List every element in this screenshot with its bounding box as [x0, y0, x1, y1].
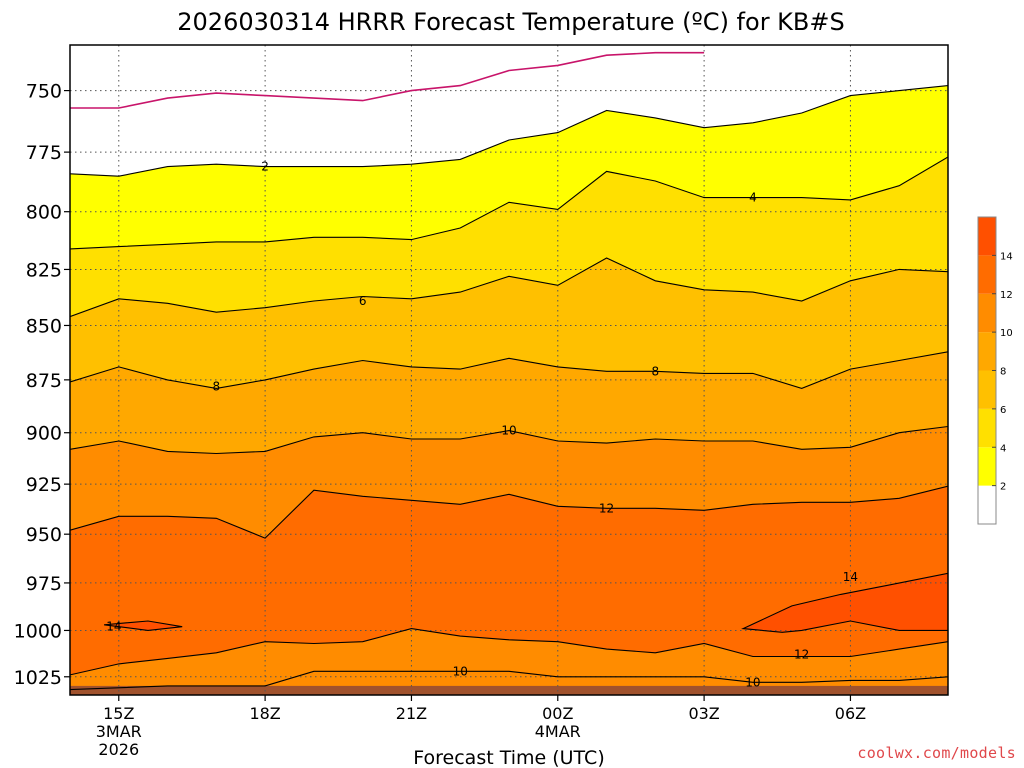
- y-tick-label-1000: 1000: [14, 620, 62, 642]
- isotherm-4-2: [70, 156, 948, 250]
- x-tick-label-00Z: 00Z: [542, 704, 573, 723]
- isotherm-6-3: [70, 257, 948, 318]
- y-tick-label-925: 925: [26, 474, 62, 496]
- contour-label-11: 10: [745, 675, 760, 689]
- contour-label-1: 4: [749, 191, 757, 205]
- color-legend: 2 4 6 8 10 12 14: [977, 216, 1013, 525]
- contour-label-2: 6: [359, 294, 367, 308]
- isotherm-12-9: [70, 628, 948, 676]
- contour-label-5: 10: [501, 424, 516, 438]
- legend-swatch-1: [978, 447, 996, 486]
- y-tick-label-975: 975: [26, 573, 62, 595]
- y-tick-label-800: 800: [26, 202, 62, 224]
- contour-label-4: 8: [652, 364, 660, 378]
- contour-label-6: 12: [599, 501, 614, 515]
- isotherm-14-8: [741, 572, 948, 633]
- contour-label-0: 2: [261, 160, 269, 174]
- legend-swatch-4: [978, 332, 996, 371]
- x-tick-label-18Z: 18Z: [249, 704, 280, 723]
- y-tick-label-750: 750: [26, 81, 62, 103]
- x-tick-sublabel-15Z-0: 3MAR: [96, 722, 142, 741]
- legend-swatch-6: [978, 255, 996, 294]
- x-tick-label-03Z: 03Z: [688, 704, 719, 723]
- contour-label-7: 14: [106, 620, 121, 634]
- isotherm-14-7: [104, 620, 183, 631]
- isotherm-2-1: [70, 85, 948, 177]
- isotherm-10-5: [70, 425, 948, 455]
- plot-frame: [69, 44, 949, 696]
- y-tick-label-900: 900: [26, 423, 62, 445]
- y-tick-label-850: 850: [26, 315, 62, 337]
- isotherm-12-6: [70, 485, 948, 539]
- legend-label-4: 4: [1000, 443, 1006, 454]
- legend-swatch-5: [978, 293, 996, 333]
- legend-label-14: 14: [1000, 251, 1013, 262]
- legend-label-10: 10: [1000, 328, 1013, 339]
- contour-label-8: 14: [843, 570, 858, 584]
- x-tick-label-06Z: 06Z: [835, 704, 866, 723]
- y-tick-label-875: 875: [26, 370, 62, 392]
- x-axis-label: Forecast Time (UTC): [413, 747, 604, 768]
- legend-label-6: 6: [1000, 405, 1006, 416]
- legend-label-2: 2: [1000, 482, 1006, 493]
- x-tick-sublabel-15Z-1: 2026: [98, 740, 139, 759]
- y-tick-label-775: 775: [26, 142, 62, 164]
- isotherm-lines: [70, 51, 948, 691]
- temperature-fills: [70, 45, 948, 695]
- band-14-16-region-1: [743, 573, 948, 633]
- chart-title: 2026030314 HRRR Forecast Temperature (ºC…: [177, 8, 844, 36]
- isotherm-10-10: [70, 670, 948, 691]
- legend-label-8: 8: [1000, 367, 1006, 378]
- y-tick-label-825: 825: [26, 259, 62, 281]
- contour-label-10: 12: [794, 648, 809, 662]
- y-tick-label-950: 950: [26, 524, 62, 546]
- x-tick-sublabel-00Z-0: 4MAR: [535, 722, 581, 741]
- x-tick-label-15Z: 15Z: [103, 704, 134, 723]
- legend-swatch-7: [978, 217, 996, 256]
- site-credit: coolwx.com/models: [857, 744, 1016, 762]
- contour-label-9: 10: [453, 664, 468, 678]
- band-below-2: [70, 45, 948, 177]
- legend-label-12: 12: [1000, 290, 1013, 301]
- isotherm-0-0: [70, 51, 705, 109]
- legend-swatch-3: [978, 370, 996, 409]
- isotherm-8-4: [70, 351, 948, 389]
- legend-swatch-2: [978, 408, 996, 448]
- x-tick-label-21Z: 21Z: [396, 704, 427, 723]
- ground-surface: [70, 685, 948, 695]
- legend-swatch-0: [978, 485, 996, 524]
- grid: [70, 45, 948, 695]
- y-tick-label-1025: 1025: [14, 667, 62, 689]
- y-axis: 750 775 800 825 850 875 900 925 950 975 1000 1025: [14, 81, 70, 689]
- contour-label-3: 8: [213, 379, 221, 393]
- contour-labels: 2 4 6 8 8 10 12 14 14 10 12 10: [106, 160, 858, 690]
